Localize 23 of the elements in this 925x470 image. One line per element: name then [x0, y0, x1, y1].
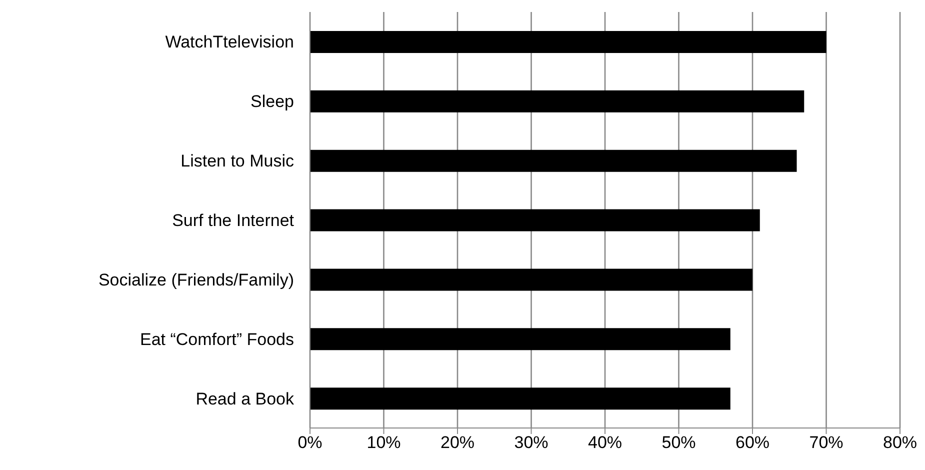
y-tick-label: WatchTtelevision — [165, 32, 294, 52]
x-tick-label: 10% — [366, 433, 401, 452]
y-tick-label: Listen to Music — [180, 152, 294, 171]
y-tick-label: Surf the Internet — [172, 211, 294, 230]
bar — [310, 328, 730, 350]
x-tick-label: 50% — [662, 433, 696, 452]
x-tick-label: 70% — [809, 433, 844, 452]
x-tick-label: 0% — [298, 433, 322, 452]
y-tick-label: Socialize (Friends/Family) — [98, 270, 294, 290]
bar — [310, 268, 752, 291]
bar — [310, 90, 804, 112]
y-tick-label: Sleep — [250, 92, 294, 112]
y-tick-label: Eat “Comfort” Foods — [140, 330, 294, 349]
bar — [310, 31, 826, 53]
x-tick-label: 40% — [588, 433, 622, 452]
x-tick-label: 30% — [514, 433, 548, 452]
bar — [310, 388, 730, 410]
x-tick-label: 20% — [440, 433, 475, 452]
x-tick-label: 60% — [735, 433, 770, 452]
bar — [310, 150, 797, 172]
y-tick-label: Read a Book — [196, 389, 294, 408]
x-tick-label: 80% — [882, 433, 918, 452]
bar — [310, 209, 760, 232]
